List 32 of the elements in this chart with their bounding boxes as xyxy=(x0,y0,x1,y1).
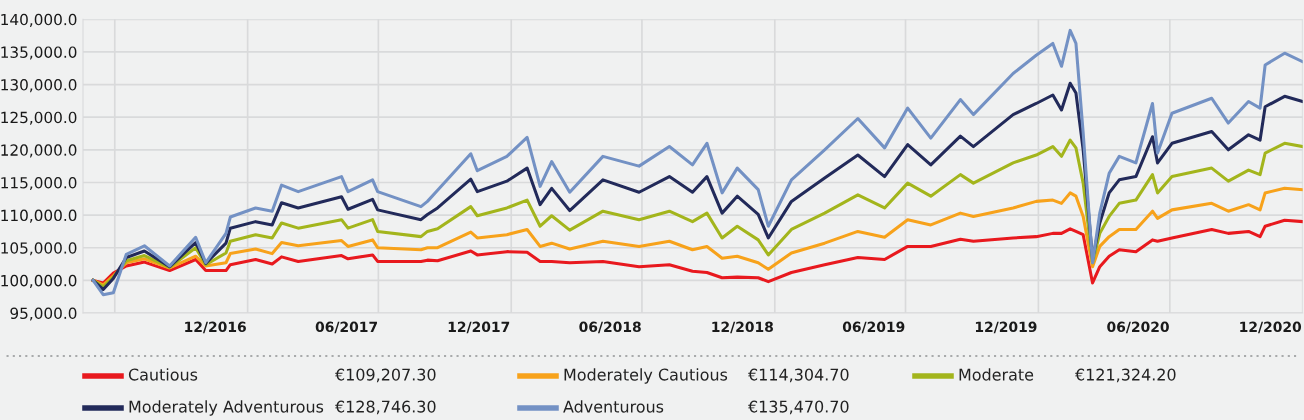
y-tick-label: 95,000.0 xyxy=(10,307,77,321)
x-tick-label: 12/2020 xyxy=(1240,321,1302,334)
y-tick-label: 135,000.0 xyxy=(1,46,77,60)
x-tick-label: 12/2016 xyxy=(185,321,246,334)
y-tick-label: 100,000.0 xyxy=(1,274,77,288)
y-tick-label: 110,000.0 xyxy=(1,209,77,223)
y-tick-label: 140,000.0 xyxy=(1,13,77,27)
text: €121,324.20 xyxy=(1075,368,1176,383)
x-tick-label: 12/2019 xyxy=(975,321,1037,334)
legend-label: Cautious xyxy=(128,368,198,381)
text: €128,746.30 xyxy=(335,400,436,415)
text: €109,207.30 xyxy=(335,368,436,383)
legend-label: Moderate xyxy=(959,368,1034,381)
x-tick-label: 12/2017 xyxy=(448,321,510,334)
text: €114,304.70 xyxy=(748,368,849,383)
line-series xyxy=(91,218,1303,285)
y-tick-label: 115,000.0 xyxy=(1,176,77,191)
line-series xyxy=(91,138,1303,289)
x-tick-label: 12/2018 xyxy=(712,321,773,334)
x-tick-label: 06/2020 xyxy=(1107,321,1169,334)
y-tick-label: 105,000.0 xyxy=(1,242,77,256)
x-tick-label: 06/2017 xyxy=(315,321,377,334)
text: €135,470.70 xyxy=(748,400,849,415)
y-tick-label: 130,000.0 xyxy=(1,79,77,93)
legend-label: Adventurous xyxy=(563,400,664,413)
y-tick-label: 120,000.0 xyxy=(1,144,77,158)
y-tick-label: 125,000.0 xyxy=(1,111,77,125)
x-tick-label: 06/2018 xyxy=(579,321,641,334)
legend-label: Moderately Cautious xyxy=(564,368,728,384)
x-tick-label: 06/2019 xyxy=(842,321,905,334)
line-series xyxy=(91,28,1303,297)
legend-label: Moderately Adventurous xyxy=(129,400,324,416)
